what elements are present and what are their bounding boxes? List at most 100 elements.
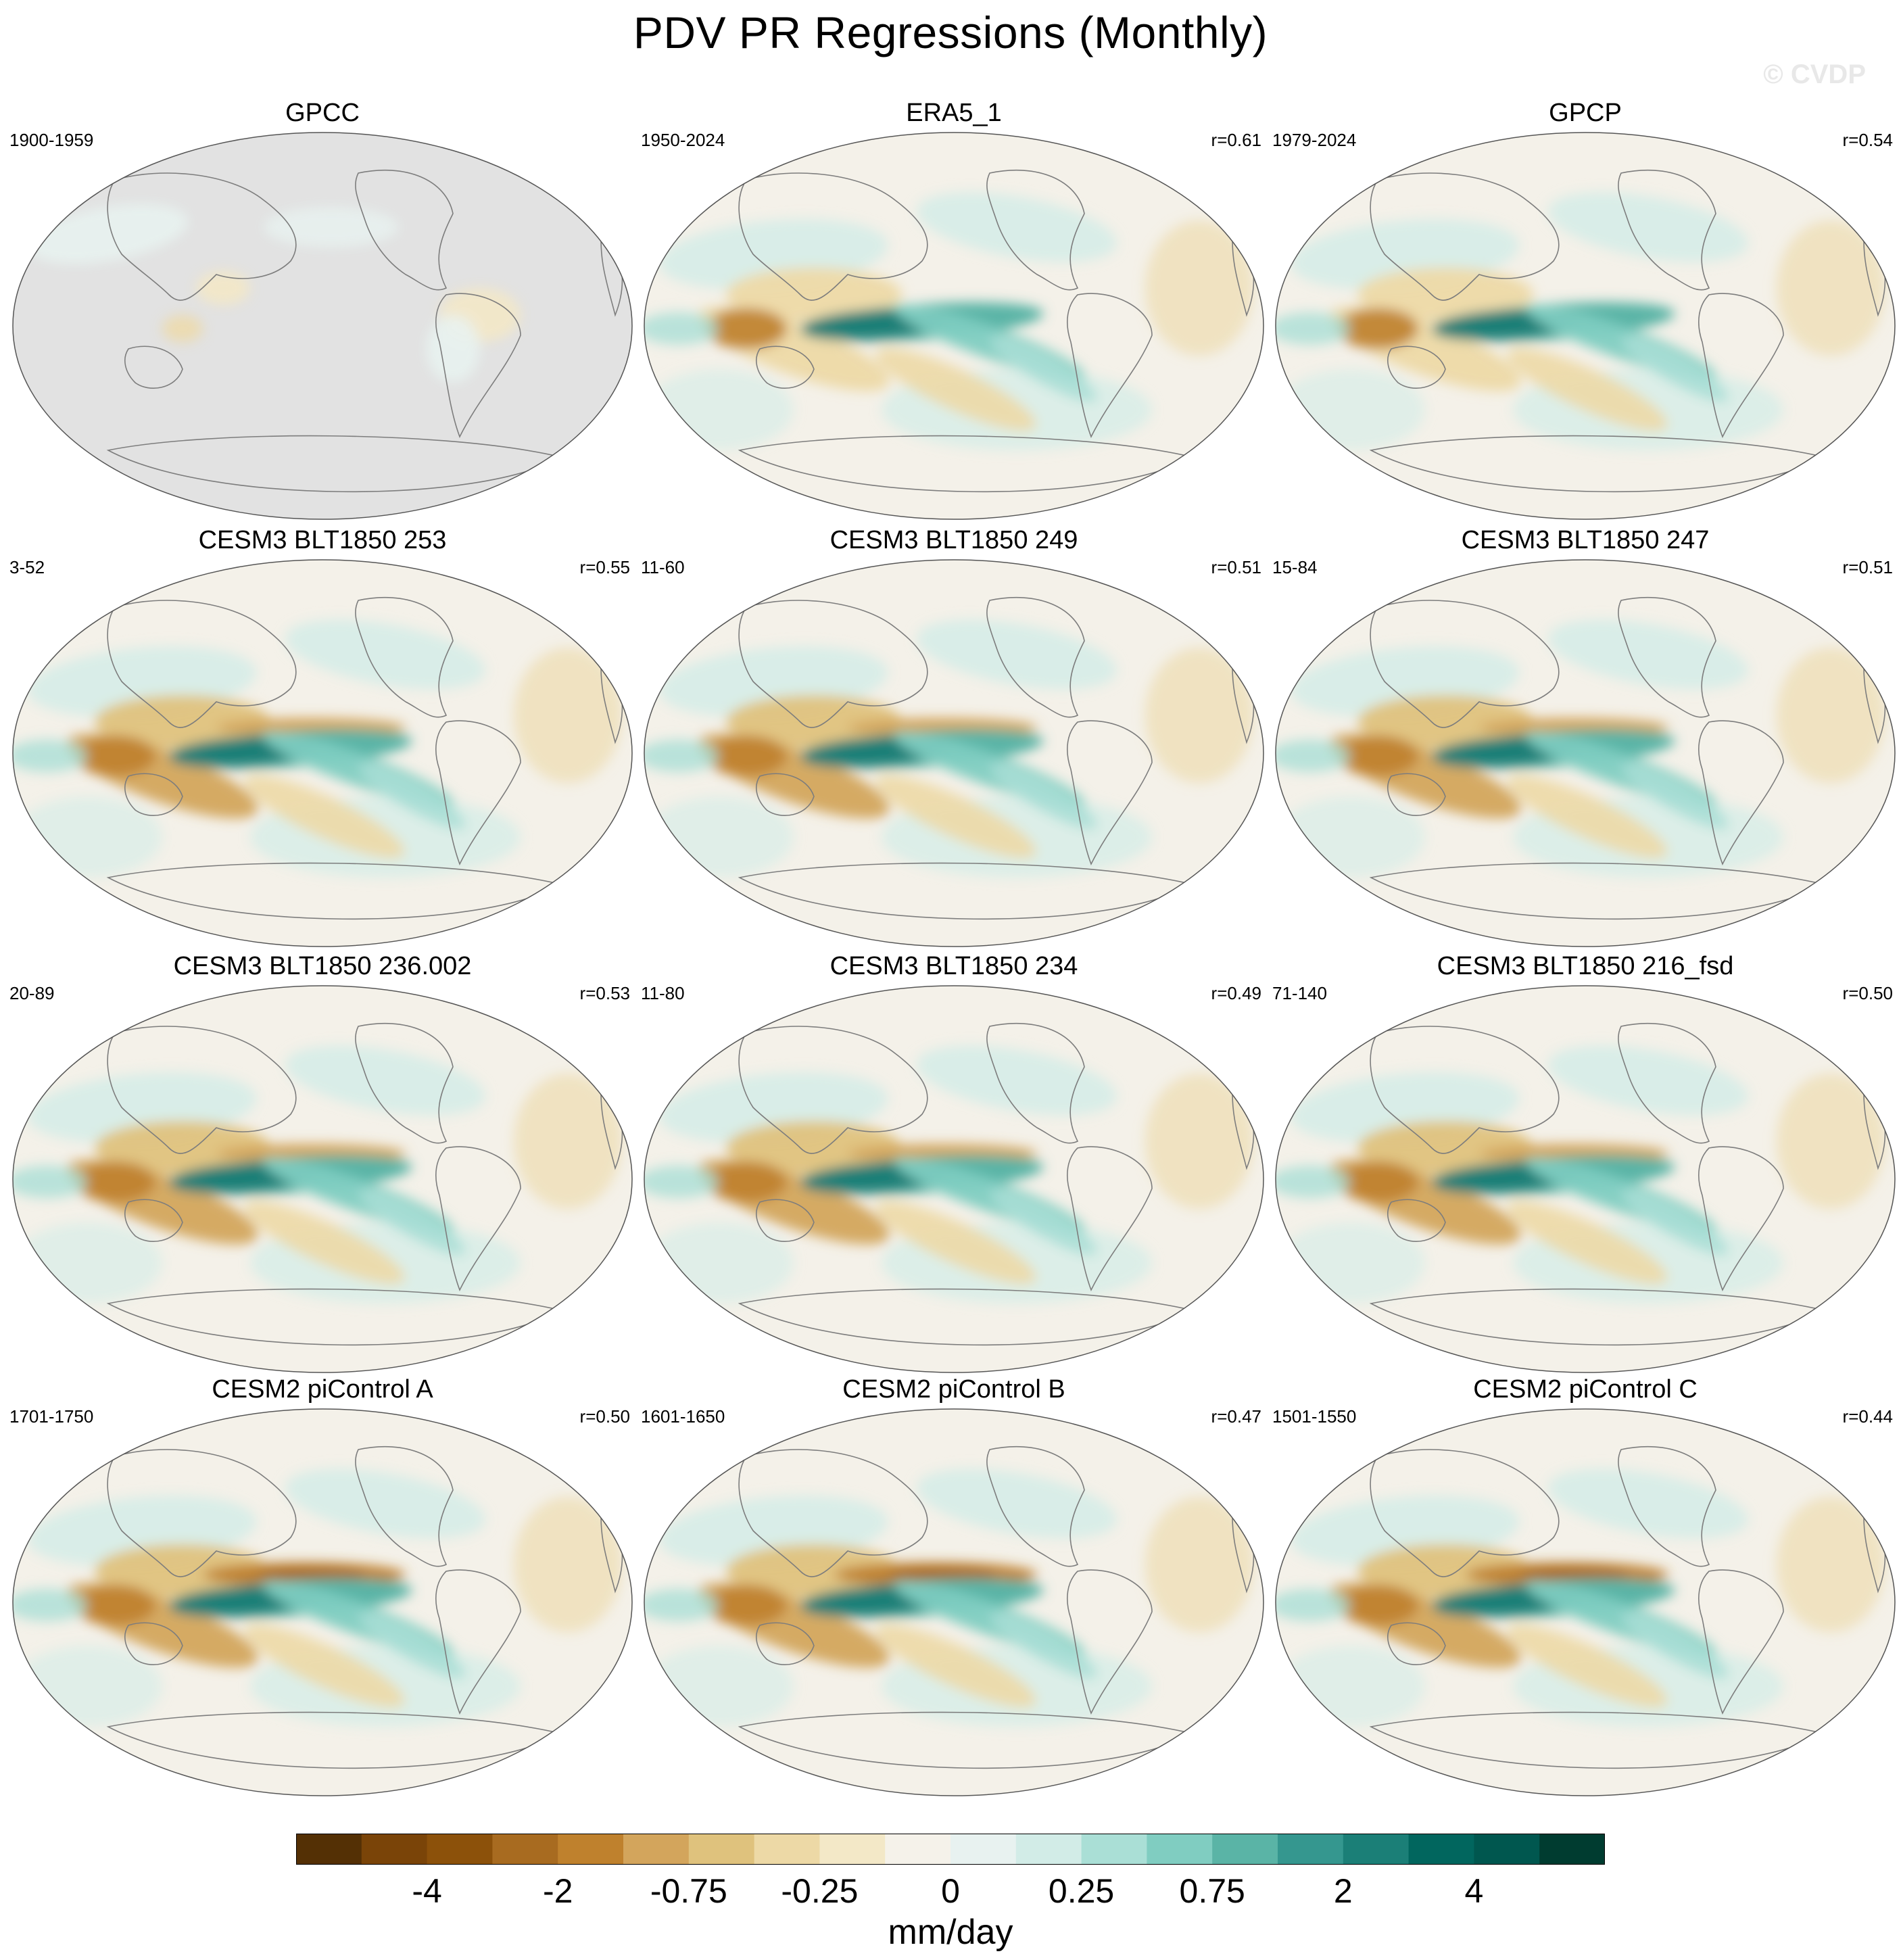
- map-panel: CESM3 BLT1850 234 11-80 r=0.49: [638, 952, 1270, 1379]
- colorbar-swatch: [361, 1834, 428, 1865]
- map-border: [644, 985, 1264, 1373]
- map-panel: CESM3 BLT1850 247 15-84 r=0.51: [1270, 526, 1901, 953]
- colorbar-tick-label: 4: [1464, 1872, 1484, 1910]
- map-border: [644, 132, 1264, 520]
- panel-correlation: r=0.50: [579, 1406, 630, 1427]
- colorbar-units: mm/day: [888, 1913, 1013, 1952]
- colorbar-swatch: [1474, 1834, 1540, 1865]
- robinson-map: [1275, 985, 1896, 1373]
- colorbar-swatch: [754, 1834, 820, 1865]
- map-panel: CESM3 BLT1850 236.002 20-89 r=0.53: [7, 952, 638, 1379]
- colorbar-frame: [296, 1834, 1605, 1865]
- panel-period: 1950-2024: [641, 130, 725, 150]
- panel-period: 20-89: [9, 983, 55, 1003]
- map-border: [644, 1408, 1264, 1796]
- panel-title: CESM3 BLT1850 216_fsd: [1437, 952, 1734, 980]
- panel-title: CESM2 piControl C: [1473, 1375, 1698, 1404]
- colorbar: [296, 1834, 1605, 1865]
- panel-correlation: r=0.61: [1211, 130, 1261, 150]
- panel-period: 1979-2024: [1272, 130, 1357, 150]
- colorbar-swatch: [427, 1834, 493, 1865]
- map-border: [1275, 1408, 1896, 1796]
- map-panel: CESM3 BLT1850 216_fsd 71-140 r=0.50: [1270, 952, 1901, 1379]
- panel-correlation: r=0.51: [1211, 557, 1261, 577]
- panel-correlation: r=0.54: [1842, 130, 1893, 150]
- panel-period: 71-140: [1272, 983, 1327, 1003]
- robinson-map: [12, 1408, 633, 1796]
- colorbar-swatch: [885, 1834, 951, 1865]
- robinson-map: [644, 1408, 1264, 1796]
- panel-correlation: r=0.51: [1842, 557, 1893, 577]
- robinson-map: [1275, 1408, 1896, 1796]
- panel-period: 1601-1650: [641, 1406, 725, 1427]
- panel-title: CESM3 BLT1850 236.002: [173, 952, 472, 980]
- robinson-map: [12, 132, 633, 520]
- colorbar-swatch: [558, 1834, 624, 1865]
- panel-correlation: r=0.44: [1842, 1406, 1893, 1427]
- map-panel: CESM2 piControl B 1601-1650 r=0.47: [638, 1375, 1270, 1802]
- map-border: [644, 559, 1264, 947]
- colorbar-swatch: [1147, 1834, 1213, 1865]
- panel-correlation: r=0.55: [579, 557, 630, 577]
- colorbar-swatch: [492, 1834, 558, 1865]
- map-panel: CESM2 piControl C 1501-1550 r=0.44: [1270, 1375, 1901, 1802]
- robinson-map: [12, 985, 633, 1373]
- colorbar-swatch: [1081, 1834, 1147, 1865]
- panel-correlation: r=0.47: [1211, 1406, 1261, 1427]
- panel-period: 3-52: [9, 557, 45, 577]
- robinson-map: [644, 132, 1264, 520]
- panel-correlation: r=0.49: [1211, 983, 1261, 1003]
- robinson-map: [1275, 132, 1896, 520]
- robinson-map: [1275, 559, 1896, 947]
- panel-title: CESM2 piControl B: [842, 1375, 1065, 1404]
- panel-title: GPCC: [285, 99, 360, 127]
- panel-title: CESM3 BLT1850 234: [829, 952, 1078, 980]
- figure-title: PDV PR Regressions (Monthly): [633, 7, 1268, 57]
- colorbar-swatch: [1212, 1834, 1278, 1865]
- panel-title: CESM2 piControl A: [212, 1375, 433, 1404]
- colorbar-swatch: [623, 1834, 690, 1865]
- robinson-map: [644, 559, 1264, 947]
- colorbar-swatch: [1343, 1834, 1410, 1865]
- map-panel: CESM2 piControl A 1701-1750 r=0.50: [7, 1375, 638, 1802]
- map-border: [1275, 985, 1896, 1373]
- colorbar-swatch: [1408, 1834, 1474, 1865]
- colorbar-swatch: [819, 1834, 886, 1865]
- map-border: [12, 985, 633, 1373]
- map-border: [12, 559, 633, 947]
- colorbar-tick-label: 0: [941, 1872, 960, 1910]
- panel-correlation: r=0.50: [1842, 983, 1893, 1003]
- colorbar-swatch: [1015, 1834, 1082, 1865]
- map-border: [1275, 559, 1896, 947]
- map-border: [12, 132, 633, 520]
- colorbar-tick-label: -2: [542, 1872, 573, 1910]
- colorbar-swatch: [1278, 1834, 1344, 1865]
- panel-title: CESM3 BLT1850 247: [1461, 526, 1710, 554]
- robinson-map: [644, 985, 1264, 1373]
- colorbar-swatch: [1539, 1834, 1605, 1865]
- panel-title: ERA5_1: [906, 99, 1002, 127]
- map-border: [1275, 132, 1896, 520]
- panel-title: CESM3 BLT1850 249: [829, 526, 1078, 554]
- robinson-map: [12, 559, 633, 947]
- colorbar-tick-label: 2: [1333, 1872, 1353, 1910]
- colorbar-tick-label: -4: [412, 1872, 442, 1910]
- colorbar-swatch: [688, 1834, 755, 1865]
- map-border: [12, 1408, 633, 1796]
- panel-title: GPCP: [1549, 99, 1622, 127]
- map-panel: GPCC 1900-1959: [7, 99, 638, 526]
- panel-correlation: r=0.53: [579, 983, 630, 1003]
- colorbar-tick-label: -0.75: [650, 1872, 727, 1910]
- map-panel: CESM3 BLT1850 253 3-52 r=0.55: [7, 526, 638, 953]
- panel-period: 1501-1550: [1272, 1406, 1357, 1427]
- panel-period: 1900-1959: [9, 130, 94, 150]
- panel-period: 1701-1750: [9, 1406, 94, 1427]
- map-ocean-background: [13, 133, 632, 519]
- panel-title: CESM3 BLT1850 253: [198, 526, 447, 554]
- panel-period: 11-80: [641, 983, 685, 1003]
- panel-period: 11-60: [641, 557, 685, 577]
- panel-period: 15-84: [1272, 557, 1318, 577]
- colorbar-tick-label: 0.75: [1179, 1872, 1245, 1910]
- colorbar-swatch: [950, 1834, 1017, 1865]
- map-panel: ERA5_1 1950-2024 r=0.61: [638, 99, 1270, 526]
